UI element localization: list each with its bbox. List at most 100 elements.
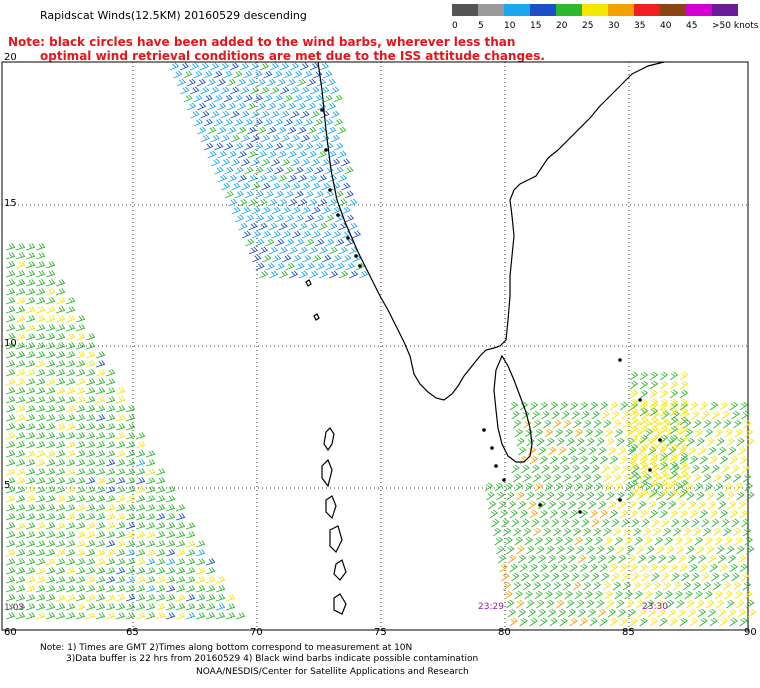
- wind-barb: [75, 333, 86, 341]
- wind-barb: [135, 576, 146, 584]
- wind-barb: [125, 423, 136, 431]
- wind-barb: [293, 94, 303, 103]
- scale-swatch: [634, 4, 660, 16]
- wind-barb: [711, 410, 720, 420]
- contamination-dot: [324, 148, 328, 152]
- wind-barb: [5, 387, 16, 395]
- wind-barb: [35, 612, 46, 620]
- wind-barb: [648, 446, 657, 456]
- wind-barb: [95, 612, 106, 620]
- wind-barb: [712, 527, 722, 537]
- wind-barb: [175, 612, 186, 620]
- wind-barb: [75, 459, 86, 467]
- wind-barb: [243, 94, 253, 103]
- wind-barb: [307, 150, 317, 159]
- wind-barb: [5, 567, 16, 575]
- wind-barb: [587, 500, 597, 510]
- wind-barb: [145, 594, 156, 602]
- contamination-dot: [648, 468, 652, 472]
- wind-barb: [25, 477, 36, 485]
- wind-barb: [303, 70, 313, 79]
- wind-barb: [311, 206, 321, 215]
- wind-barb: [220, 158, 231, 167]
- wind-barb: [284, 190, 294, 199]
- wind-barb: [35, 441, 46, 449]
- wind-barb: [639, 380, 649, 390]
- wind-barb: [105, 567, 116, 575]
- wind-barb: [5, 468, 16, 476]
- wind-barb: [125, 549, 136, 557]
- wind-barb: [629, 452, 639, 462]
- wind-barb: [155, 576, 166, 584]
- wind-barb: [686, 491, 695, 501]
- wind-barb: [125, 540, 136, 548]
- wind-barb: [717, 608, 727, 618]
- wind-barb: [621, 464, 630, 474]
- wind-barb: [679, 416, 689, 426]
- wind-barb: [254, 214, 265, 223]
- wind-barb: [195, 576, 206, 584]
- wind-barb: [85, 396, 96, 404]
- wind-barb: [551, 572, 560, 582]
- wind-barb: [557, 500, 567, 510]
- wind-barb: [289, 62, 300, 71]
- wind-barb: [65, 351, 76, 359]
- wind-barb: [699, 455, 709, 465]
- lon-label-90: 90: [744, 627, 757, 638]
- wind-barb: [737, 554, 747, 564]
- wind-barb: [105, 531, 116, 539]
- wind-barb: [532, 473, 542, 483]
- wind-barb: [734, 590, 743, 600]
- wind-barb: [55, 342, 66, 350]
- wind-barb: [206, 78, 216, 87]
- wind-barb: [323, 94, 333, 103]
- wind-barb: [594, 482, 604, 492]
- wind-barb: [125, 441, 136, 449]
- wind-barb: [15, 504, 26, 512]
- wind-barb: [534, 590, 543, 600]
- wind-barb: [55, 477, 66, 485]
- wind-barb: [537, 554, 547, 564]
- wind-barb: [5, 369, 16, 377]
- wind-barb: [744, 428, 754, 438]
- wind-barb: [617, 500, 627, 510]
- wind-barb: [35, 396, 46, 404]
- wind-barb: [293, 118, 304, 127]
- wind-barb: [175, 513, 186, 521]
- wind-barb: [559, 617, 568, 627]
- wind-barb: [255, 238, 265, 247]
- wind-barb: [623, 419, 632, 429]
- wind-barb: [747, 608, 757, 618]
- coastline: [305, 61, 665, 615]
- wind-barb: [484, 482, 494, 492]
- wind-barb: [266, 102, 277, 111]
- wind-barb: [155, 504, 166, 512]
- wind-barb: [215, 603, 226, 611]
- wind-barb: [574, 482, 584, 492]
- wind-barb: [506, 491, 515, 501]
- wind-barb: [297, 174, 308, 183]
- wind-barb: [290, 134, 300, 143]
- wind-barb: [186, 78, 196, 87]
- wind-barb: [697, 554, 707, 564]
- wind-barb: [236, 102, 247, 111]
- wind-barb: [35, 360, 46, 368]
- wind-barb: [634, 536, 643, 546]
- wind-barb: [95, 495, 106, 503]
- wind-barb: [15, 414, 26, 422]
- wind-barb: [221, 182, 231, 191]
- wind-barb: [234, 190, 244, 199]
- wind-barb: [709, 509, 719, 519]
- wind-barb: [224, 142, 234, 151]
- wind-barb: [75, 486, 86, 494]
- wind-barb: [25, 549, 36, 557]
- wind-barb: [727, 554, 737, 564]
- wind-barb: [85, 351, 96, 359]
- wind-barb: [684, 590, 693, 600]
- wind-barb: [281, 230, 292, 239]
- wind-barb: [274, 166, 284, 175]
- wind-barb: [55, 468, 66, 476]
- wind-barb: [125, 477, 136, 485]
- wind-barb: [646, 545, 655, 555]
- wind-barb: [331, 182, 341, 191]
